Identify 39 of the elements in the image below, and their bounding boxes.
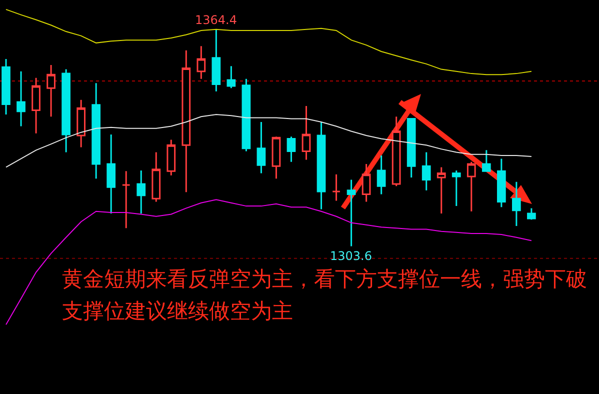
candlestick: [166, 139, 176, 176]
candlestick: [2, 58, 10, 116]
candlestick: [436, 166, 446, 214]
candlestick: [196, 45, 206, 80]
candlestick: [332, 174, 341, 202]
candlestick: [362, 163, 371, 203]
candlestick: [242, 78, 251, 152]
candlestick: [122, 170, 131, 229]
candlestick: [16, 70, 26, 128]
candlestick: [496, 158, 506, 208]
candlestick: [376, 154, 386, 196]
annotation: 1303.6: [330, 249, 372, 263]
candlestick: [182, 50, 191, 193]
candlestick: [316, 121, 326, 210]
candlestick: [62, 68, 70, 154]
candlestick: [226, 65, 236, 89]
candlestick: [392, 116, 401, 187]
candlestick: [32, 77, 40, 134]
candlestick: [346, 178, 356, 248]
candlestick: [212, 29, 221, 92]
candlestick: [422, 152, 431, 192]
text: 黄金短期来看反弹空为主，看下方支撑位一线，强势下破支撑位建议继续做空为主: [62, 266, 588, 325]
candlestick: [46, 64, 56, 118]
candlestick: [106, 134, 116, 214]
candlestick: [406, 118, 416, 178]
candlestick: [466, 161, 476, 212]
candlestick: [152, 152, 161, 203]
candlestick: [527, 207, 536, 220]
candlestick: [256, 121, 266, 174]
candlestick: [302, 105, 311, 160]
candlestick: [76, 99, 86, 148]
candlestick: [512, 181, 521, 227]
candlestick: [452, 170, 461, 207]
annotation: 1364.4: [195, 13, 237, 27]
candlestick: [92, 82, 101, 180]
candlestick: [482, 149, 491, 172]
candlestick: [136, 170, 146, 214]
candlestick: [272, 136, 281, 180]
candlestick: [286, 136, 296, 163]
